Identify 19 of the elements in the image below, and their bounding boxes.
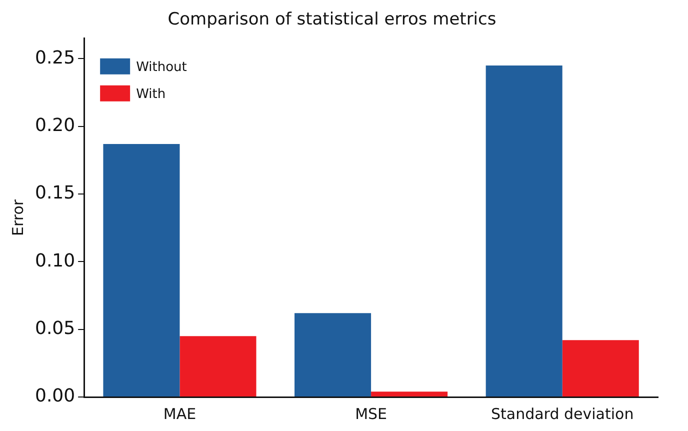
- x-tick-label: Standard deviation: [490, 404, 634, 423]
- y-tick-label: 0.20: [35, 115, 76, 136]
- legend-label: With: [136, 86, 166, 102]
- y-tick-label: 0.15: [35, 182, 76, 204]
- y-tick-label: 0.05: [35, 318, 76, 340]
- bar: [103, 144, 180, 396]
- bar: [294, 313, 372, 396]
- y-axis-title: Error: [8, 198, 27, 236]
- bar: [486, 65, 562, 396]
- y-tick-label: 0.10: [35, 250, 76, 272]
- bar: [180, 336, 256, 396]
- x-tick-label: MAE: [163, 404, 196, 423]
- y-tick-label: 0.25: [35, 47, 76, 68]
- bar: [371, 392, 448, 396]
- x-tick-label: MSE: [355, 404, 388, 423]
- y-tick-label: 0.00: [35, 386, 76, 407]
- bar: [562, 340, 639, 396]
- legend-label: Without: [136, 60, 187, 75]
- chart-title: Comparison of statistical erros metrics: [168, 10, 496, 30]
